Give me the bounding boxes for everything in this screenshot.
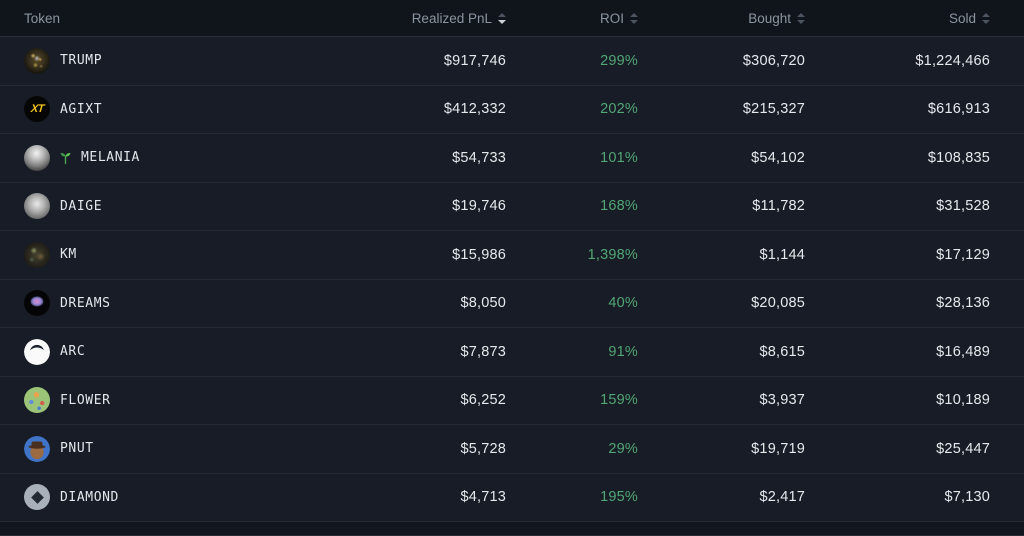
token-name: TRUMP (60, 53, 103, 69)
realized-pnl-value: $7,873 (460, 343, 506, 360)
column-label-sold: Sold (948, 10, 976, 26)
bought-value: $2,417 (759, 489, 805, 506)
bought-value: $19,719 (751, 440, 805, 457)
roi-value: 159% (600, 392, 638, 409)
table-row-trump[interactable]: TRUMP $917,746 299% $306,720 $1,224,466 (0, 37, 1024, 86)
sort-icon (797, 13, 805, 24)
token-name: DIAMOND (60, 489, 119, 505)
token-name: PNUT (60, 441, 94, 457)
bought-value: $11,782 (752, 198, 805, 215)
bought-value: $215,327 (742, 101, 805, 118)
realized-pnl-value: $6,252 (460, 392, 506, 409)
realized-pnl-value: $412,332 (443, 101, 506, 118)
agixt-logo-text: XT (30, 103, 44, 116)
column-label-realized-pnl: Realized PnL (411, 10, 492, 26)
sprout-icon (60, 153, 71, 165)
sold-value: $108,835 (927, 149, 990, 166)
token-name: MELANIA (81, 150, 140, 166)
roi-value: 202% (600, 101, 638, 118)
sold-value: $25,447 (936, 440, 990, 457)
realized-pnl-value: $5,728 (460, 440, 506, 457)
token-cell: DAIGE (0, 193, 260, 220)
table-row-arc[interactable]: ARC $7,873 91% $8,615 $16,489 (0, 328, 1024, 377)
roi-value: 299% (600, 52, 638, 69)
table-row-daige[interactable]: DAIGE $19,746 168% $11,782 $31,528 (0, 182, 1024, 231)
km-token-icon (24, 241, 50, 268)
token-cell: XT AGIXT (0, 96, 260, 123)
agixt-token-icon: XT (24, 96, 50, 123)
token-cell: MELANIA (0, 144, 260, 171)
sold-value: $16,489 (936, 343, 990, 360)
column-header-realized-pnl[interactable]: Realized PnL (260, 11, 506, 26)
bought-value: $8,615 (759, 343, 805, 360)
roi-value: 101% (600, 149, 638, 166)
bought-value: $3,937 (759, 392, 805, 409)
roi-value: 40% (608, 295, 638, 312)
arc-token-icon (24, 338, 50, 365)
realized-pnl-value: $4,713 (460, 489, 506, 506)
flower-token-icon (24, 387, 50, 414)
table-row-dreams[interactable]: DREAMS $8,050 40% $20,085 $28,136 (0, 279, 1024, 328)
column-header-sold[interactable]: Sold (805, 11, 990, 26)
token-cell: DREAMS (0, 290, 260, 317)
melania-token-icon (24, 144, 50, 171)
dreams-token-icon (24, 290, 50, 317)
token-cell: ARC (0, 338, 260, 365)
roi-value: 91% (608, 343, 638, 360)
column-header-roi[interactable]: ROI (506, 11, 638, 26)
roi-value: 195% (600, 489, 638, 506)
bought-value: $54,102 (751, 149, 805, 166)
bought-value: $20,085 (751, 295, 805, 312)
token-cell: DIAMOND (0, 484, 260, 511)
token-cell: FLOWER (0, 387, 260, 414)
token-name: KM (60, 247, 77, 263)
column-label-roi: ROI (599, 10, 624, 26)
bought-value: $1,144 (759, 246, 805, 263)
table-row-melania[interactable]: MELANIA $54,733 101% $54,102 $108,835 (0, 134, 1024, 183)
table-row-pnut[interactable]: PNUT $5,728 29% $19,719 $25,447 (0, 425, 1024, 474)
pnut-token-icon (24, 435, 50, 462)
column-header-bought[interactable]: Bought (638, 11, 805, 26)
sold-value: $616,913 (927, 101, 990, 118)
token-pnl-table: Token Realized PnL ROI Bought Sold TRUMP… (0, 0, 1024, 522)
token-cell: KM (0, 241, 260, 268)
roi-value: 29% (608, 440, 638, 457)
sold-value: $17,129 (936, 246, 990, 263)
realized-pnl-value: $54,733 (452, 149, 506, 166)
token-name: AGIXT (60, 101, 103, 117)
roi-value: 168% (600, 198, 638, 215)
sort-icon (982, 13, 990, 24)
table-row-agixt[interactable]: XT AGIXT $412,332 202% $215,327 $616,913 (0, 85, 1024, 134)
realized-pnl-value: $8,050 (460, 295, 506, 312)
sold-value: $28,136 (936, 295, 990, 312)
roi-value: 1,398% (587, 246, 638, 263)
diamond-token-icon (24, 484, 50, 511)
table-row-km[interactable]: KM $15,986 1,398% $1,144 $17,129 (0, 231, 1024, 280)
token-cell: TRUMP (0, 47, 260, 74)
column-label-bought: Bought (748, 10, 791, 26)
sold-value: $31,528 (936, 198, 990, 215)
table-row-diamond[interactable]: DIAMOND $4,713 195% $2,417 $7,130 (0, 473, 1024, 522)
table-row-flower[interactable]: FLOWER $6,252 159% $3,937 $10,189 (0, 376, 1024, 425)
realized-pnl-value: $19,746 (452, 198, 506, 215)
realized-pnl-value: $917,746 (443, 52, 506, 69)
column-header-token: Token (24, 10, 61, 26)
sort-icon (630, 13, 638, 24)
daige-token-icon (24, 193, 50, 220)
trump-token-icon (24, 47, 50, 74)
sold-value: $7,130 (944, 489, 990, 506)
sold-value: $1,224,466 (915, 52, 990, 69)
token-cell: PNUT (0, 435, 260, 462)
token-name: DAIGE (60, 198, 103, 214)
sold-value: $10,189 (936, 392, 990, 409)
table-header: Token Realized PnL ROI Bought Sold (0, 0, 1024, 37)
token-name: FLOWER (60, 392, 111, 408)
bought-value: $306,720 (742, 52, 805, 69)
sort-icon (498, 13, 506, 24)
realized-pnl-value: $15,986 (452, 246, 506, 263)
token-name: ARC (60, 344, 86, 360)
token-name: DREAMS (60, 295, 111, 311)
